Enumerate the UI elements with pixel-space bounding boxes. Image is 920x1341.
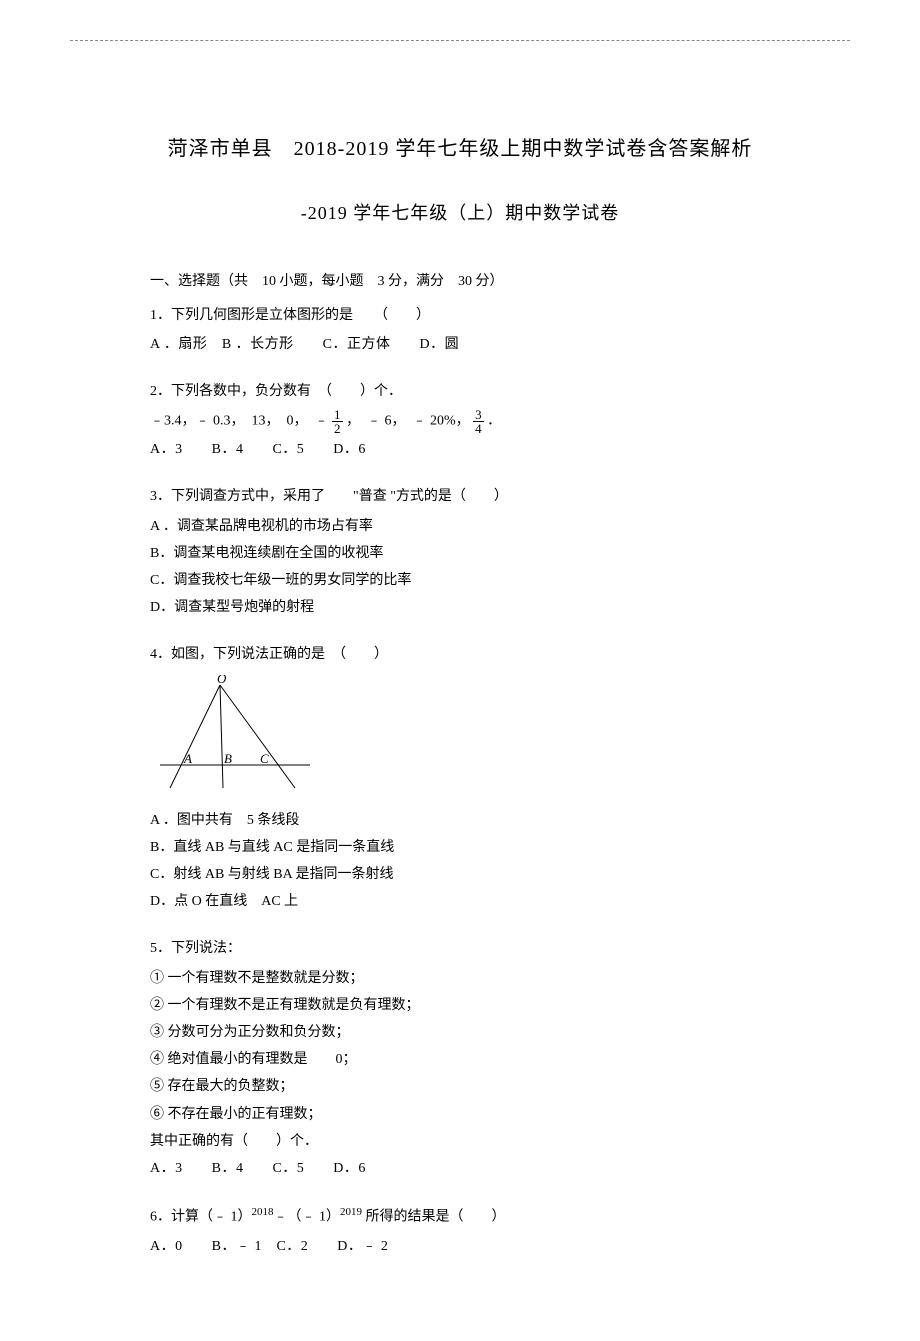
q2-frac1-den: 2 xyxy=(332,422,343,435)
label-c: C xyxy=(260,751,269,766)
q5-text: 5．下列说法： xyxy=(150,936,770,961)
q5-s5: ⑤ 存在最大的负整数； xyxy=(150,1074,770,1099)
q4-opt-b: B．直线 AB 与直线 AC 是指同一条直线 xyxy=(150,835,770,860)
q5-s2: ② 一个有理数不是正有理数就是负有理数； xyxy=(150,993,770,1018)
label-o: O xyxy=(217,675,227,686)
page-top-dashed-line xyxy=(70,40,850,41)
question-3: 3．下列调查方式中，采用了 "普查 "方式的是（ ） A ．调查某品牌电视机的市… xyxy=(150,484,770,620)
main-title: 菏泽市单县 2018-2019 学年七年级上期中数学试卷含答案解析 xyxy=(150,131,770,167)
q2-expr-prefix: ﹣3.4，﹣ 0.3， 13， 0， ﹣ xyxy=(150,414,332,429)
q3-opt-a: A ．调查某品牌电视机的市场占有率 xyxy=(150,514,770,539)
q2-expression: ﹣3.4，﹣ 0.3， 13， 0， ﹣ 1 2 ， ﹣ 6， ﹣ 20%， 3… xyxy=(150,408,770,435)
q2-frac2-num: 3 xyxy=(473,408,484,422)
q6-e1: 2018 xyxy=(252,1206,274,1218)
q6-text: 6．计算（﹣ 1）2018﹣（﹣ 1）2019 所得的结果是（ ） xyxy=(150,1203,770,1230)
q5-tail: 其中正确的有（ ）个． xyxy=(150,1129,770,1154)
q2-options: A．3 B．4 C．5 D．6 xyxy=(150,437,770,462)
q2-frac1-num: 1 xyxy=(332,408,343,422)
q2-frac2-den: 4 xyxy=(473,422,484,435)
ray-oc xyxy=(220,685,295,788)
q6-p1: 6．计算（﹣ 1） xyxy=(150,1210,252,1225)
section-1-header: 一、选择题（共 10 小题，每小题 3 分，满分 30 分） xyxy=(150,269,770,294)
q5-s6: ⑥ 不存在最小的正有理数； xyxy=(150,1102,770,1127)
q2-expr-mid: ， ﹣ 6， ﹣ 20%， xyxy=(346,414,470,429)
geometry-diagram-icon: O A B C xyxy=(160,675,310,790)
q6-p3: 所得的结果是（ ） xyxy=(362,1210,506,1225)
q6-e2: 2019 xyxy=(340,1206,362,1218)
q5-s1: ① 一个有理数不是整数就是分数； xyxy=(150,966,770,991)
q5-options: A．3 B．4 C．5 D．6 xyxy=(150,1156,770,1181)
q6-p2: ﹣（﹣ 1） xyxy=(274,1210,341,1225)
ray-oa xyxy=(170,685,220,788)
q6-options: A．0 B．﹣ 1 C．2 D．﹣ 2 xyxy=(150,1234,770,1259)
q4-opt-c: C．射线 AB 与射线 BA 是指同一条射线 xyxy=(150,862,770,887)
q4-text: 4．如图，下列说法正确的是 （ ） xyxy=(150,642,770,667)
label-a: A xyxy=(183,751,192,766)
q3-opt-b: B．调查某电视连续剧在全国的收视率 xyxy=(150,541,770,566)
q2-expr-suffix: ． xyxy=(487,414,501,429)
question-5: 5．下列说法： ① 一个有理数不是整数就是分数； ② 一个有理数不是正有理数就是… xyxy=(150,936,770,1181)
q5-s3: ③ 分数可分为正分数和负分数； xyxy=(150,1020,770,1045)
label-b: B xyxy=(224,751,232,766)
q4-figure: O A B C xyxy=(160,675,770,799)
sub-title: -2019 学年七年级（上）期中数学试卷 xyxy=(150,197,770,229)
q1-options: A ．扇形 B ．长方形 C．正方体 D．圆 xyxy=(150,332,770,357)
q3-opt-c: C．调查我校七年级一班的男女同学的比率 xyxy=(150,568,770,593)
question-1: 1．下列几何图形是立体图形的是 （ ） A ．扇形 B ．长方形 C．正方体 D… xyxy=(150,303,770,357)
q2-frac-2: 3 4 xyxy=(473,408,484,435)
q2-text: 2．下列各数中，负分数有 （ ）个． xyxy=(150,379,770,404)
q3-opt-d: D．调查某型号炮弹的射程 xyxy=(150,595,770,620)
q4-opt-d: D．点 O 在直线 AC 上 xyxy=(150,889,770,914)
q2-frac-1: 1 2 xyxy=(332,408,343,435)
q4-opt-a: A ．图中共有 5 条线段 xyxy=(150,808,770,833)
q1-text: 1．下列几何图形是立体图形的是 （ ） xyxy=(150,303,770,328)
ray-ob xyxy=(220,685,223,788)
q5-s4: ④ 绝对值最小的有理数是 0； xyxy=(150,1047,770,1072)
question-4: 4．如图，下列说法正确的是 （ ） O A B C A ．图中共有 5 条线段 … xyxy=(150,642,770,914)
q3-text: 3．下列调查方式中，采用了 "普查 "方式的是（ ） xyxy=(150,484,770,509)
question-2: 2．下列各数中，负分数有 （ ）个． ﹣3.4，﹣ 0.3， 13， 0， ﹣ … xyxy=(150,379,770,462)
question-6: 6．计算（﹣ 1）2018﹣（﹣ 1）2019 所得的结果是（ ） A．0 B．… xyxy=(150,1203,770,1259)
